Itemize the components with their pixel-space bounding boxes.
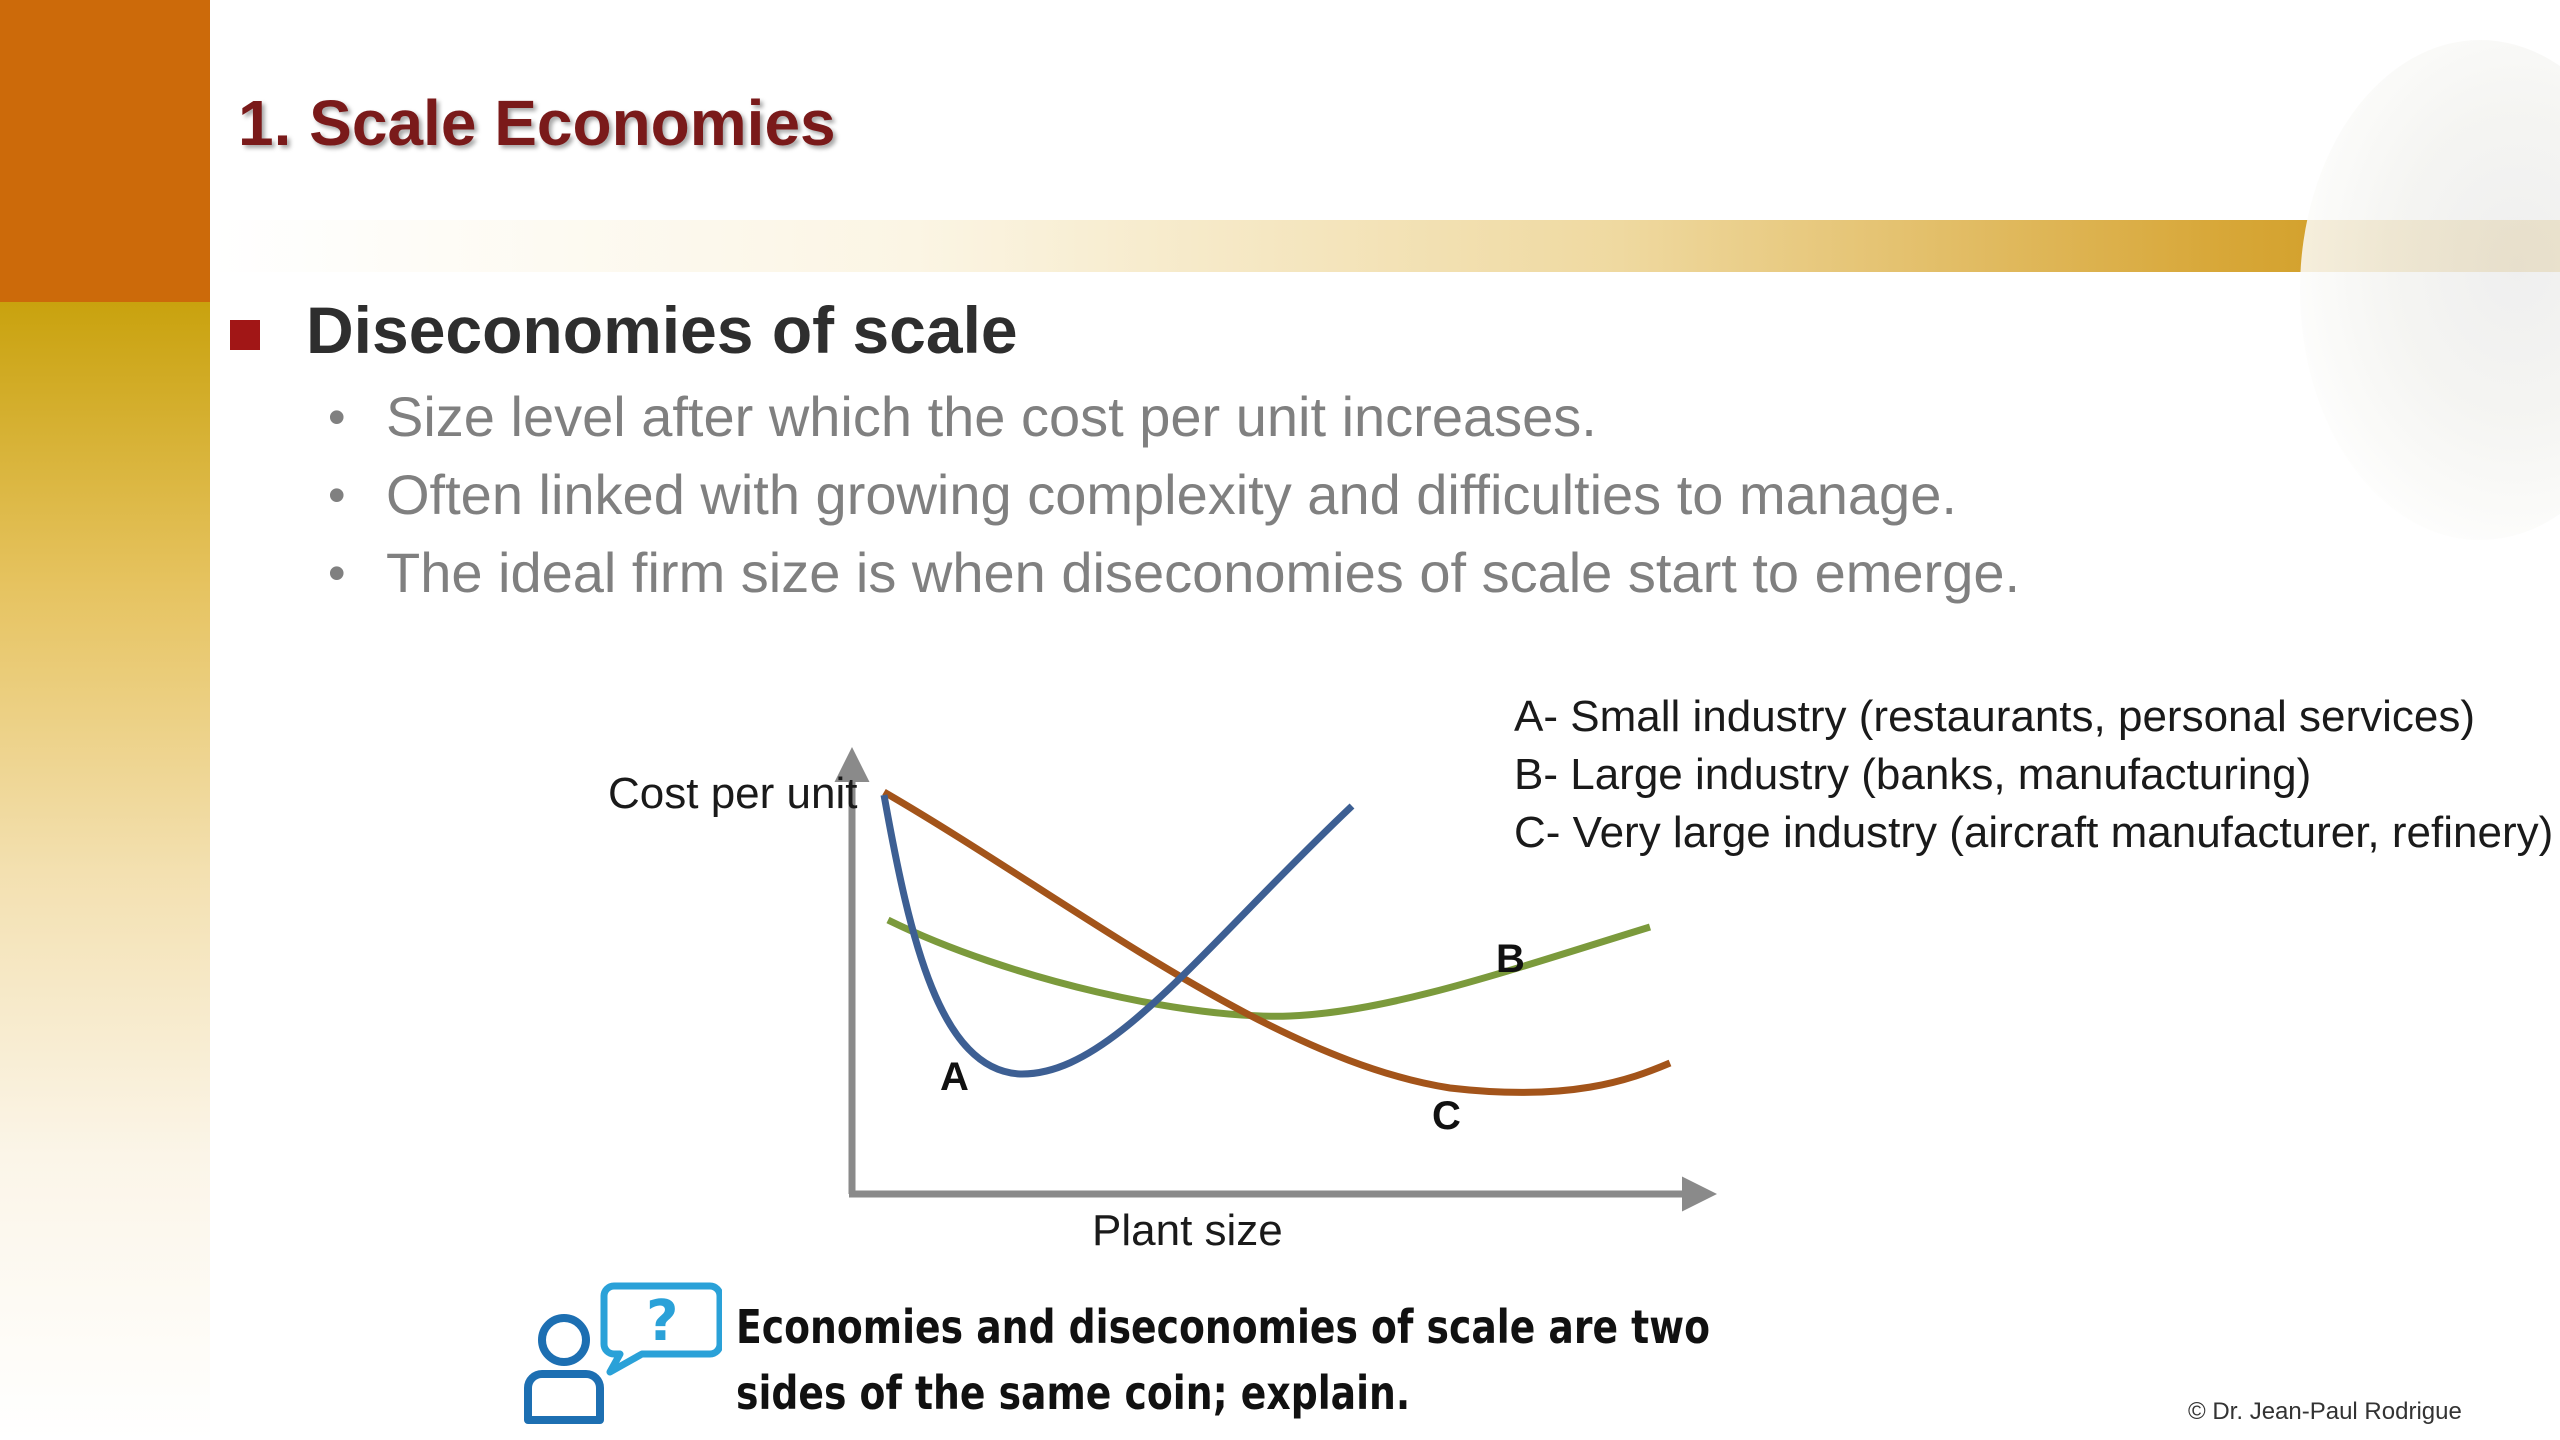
bullet-square-icon [230, 320, 260, 350]
main-bullet: Diseconomies of scale [230, 292, 1018, 368]
sub-bullet: • Often linked with growing complexity an… [328, 456, 2020, 534]
left-gold-gradient [0, 302, 210, 1440]
legend-item-b: B- Large industry (banks, manufacturing) [1514, 750, 2312, 799]
copyright-notice: © Dr. Jean-Paul Rodrigue [2188, 1398, 2462, 1425]
curve-a [880, 794, 1355, 1078]
globe-watermark [2300, 40, 2560, 540]
x-axis-label: Plant size [1092, 1206, 1283, 1255]
legend-item-c: C- Very large industry (aircraft manufac… [1514, 808, 2554, 857]
left-orange-block [0, 0, 210, 302]
industry-legend: A- Small industry (restaurants, personal… [1514, 688, 2553, 862]
curve-c [882, 788, 1672, 1096]
sub-bullet: • The ideal firm size is when diseconomie… [328, 534, 2020, 612]
sub-bullet-text: Often linked with growing complexity and… [386, 463, 1957, 526]
discussion-question-text: Economies and diseconomies of scale are … [736, 1300, 1710, 1420]
left-accent-bar [0, 0, 210, 1440]
legend-item-a: A- Small industry (restaurants, personal… [1514, 692, 2475, 741]
curve-label-c: C [1432, 1094, 1461, 1138]
sub-bullet-list: • Size level after which the cost per uni… [328, 378, 2020, 612]
discussion-question-icon: ? [524, 1282, 722, 1424]
sub-bullet: • Size level after which the cost per uni… [328, 378, 2020, 456]
sub-bullet-text: Size level after which the cost per unit… [386, 385, 1597, 448]
y-axis-label: Cost per unit [608, 769, 857, 818]
cost-curve-diagram: Cost per unit Plant size A B C [608, 747, 1717, 1255]
title-gold-band [210, 220, 2560, 272]
bullet-dot-icon: • [328, 389, 346, 445]
bullet-dot-icon: • [328, 545, 346, 601]
curve-label-b: B [1496, 937, 1525, 981]
main-bullet-text: Diseconomies of scale [306, 293, 1018, 367]
curve-label-a: A [940, 1055, 969, 1099]
svg-text:?: ? [646, 1289, 678, 1354]
sub-bullet-text: The ideal firm size is when diseconomies… [386, 541, 2021, 604]
curve-b [886, 916, 1652, 1020]
slide-title: 1. Scale Economies [238, 87, 836, 159]
bullet-dot-icon: • [328, 467, 346, 523]
